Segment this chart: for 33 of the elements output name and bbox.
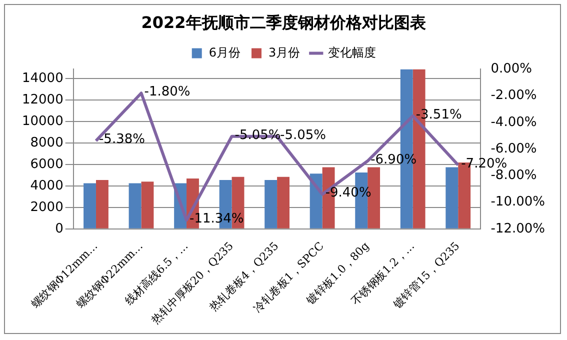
y2-tick-label: -6.00% xyxy=(490,141,537,156)
y-tick-label: 6000 xyxy=(30,156,64,172)
bar xyxy=(446,167,458,228)
y-tick-label: 2000 xyxy=(30,200,64,215)
y-tick-label: 12000 xyxy=(22,92,64,108)
y-tick-label: 8000 xyxy=(30,135,64,150)
legend-label: 3月份 xyxy=(268,45,300,60)
data-label: -5.05% xyxy=(280,128,326,143)
bar xyxy=(310,174,322,228)
y2-tick-label: -8.00% xyxy=(490,168,537,184)
legend-label: 6月份 xyxy=(208,45,241,60)
data-label: -5.38% xyxy=(98,132,145,148)
y2-tick-label: -4.00% xyxy=(490,114,537,130)
bar xyxy=(277,176,290,228)
data-label: -9.40% xyxy=(325,186,372,201)
chart-title: 2022年抚顺市二季度钢材价格对比图表 xyxy=(141,12,427,32)
y-tick-label: 14000 xyxy=(22,71,64,86)
bar xyxy=(264,180,278,228)
y-tick-label: 4000 xyxy=(30,178,64,194)
y2-tick-label: -10.00% xyxy=(490,194,546,210)
y-tick-label: 0 xyxy=(55,221,64,236)
y-tick-label: 10000 xyxy=(22,114,64,129)
data-label: -1.80% xyxy=(144,84,190,100)
y2-tick-label: 0.00% xyxy=(490,62,532,77)
data-label: -5.05% xyxy=(234,128,281,143)
bar xyxy=(96,180,108,228)
y2-tick-label: -12.00% xyxy=(490,221,546,236)
data-label: -11.34% xyxy=(190,211,244,226)
bar xyxy=(128,183,142,228)
legend-label: 变化幅度 xyxy=(328,45,376,60)
bar xyxy=(141,182,154,228)
bar xyxy=(84,183,96,228)
y2-tick-label: -2.00% xyxy=(490,88,537,104)
